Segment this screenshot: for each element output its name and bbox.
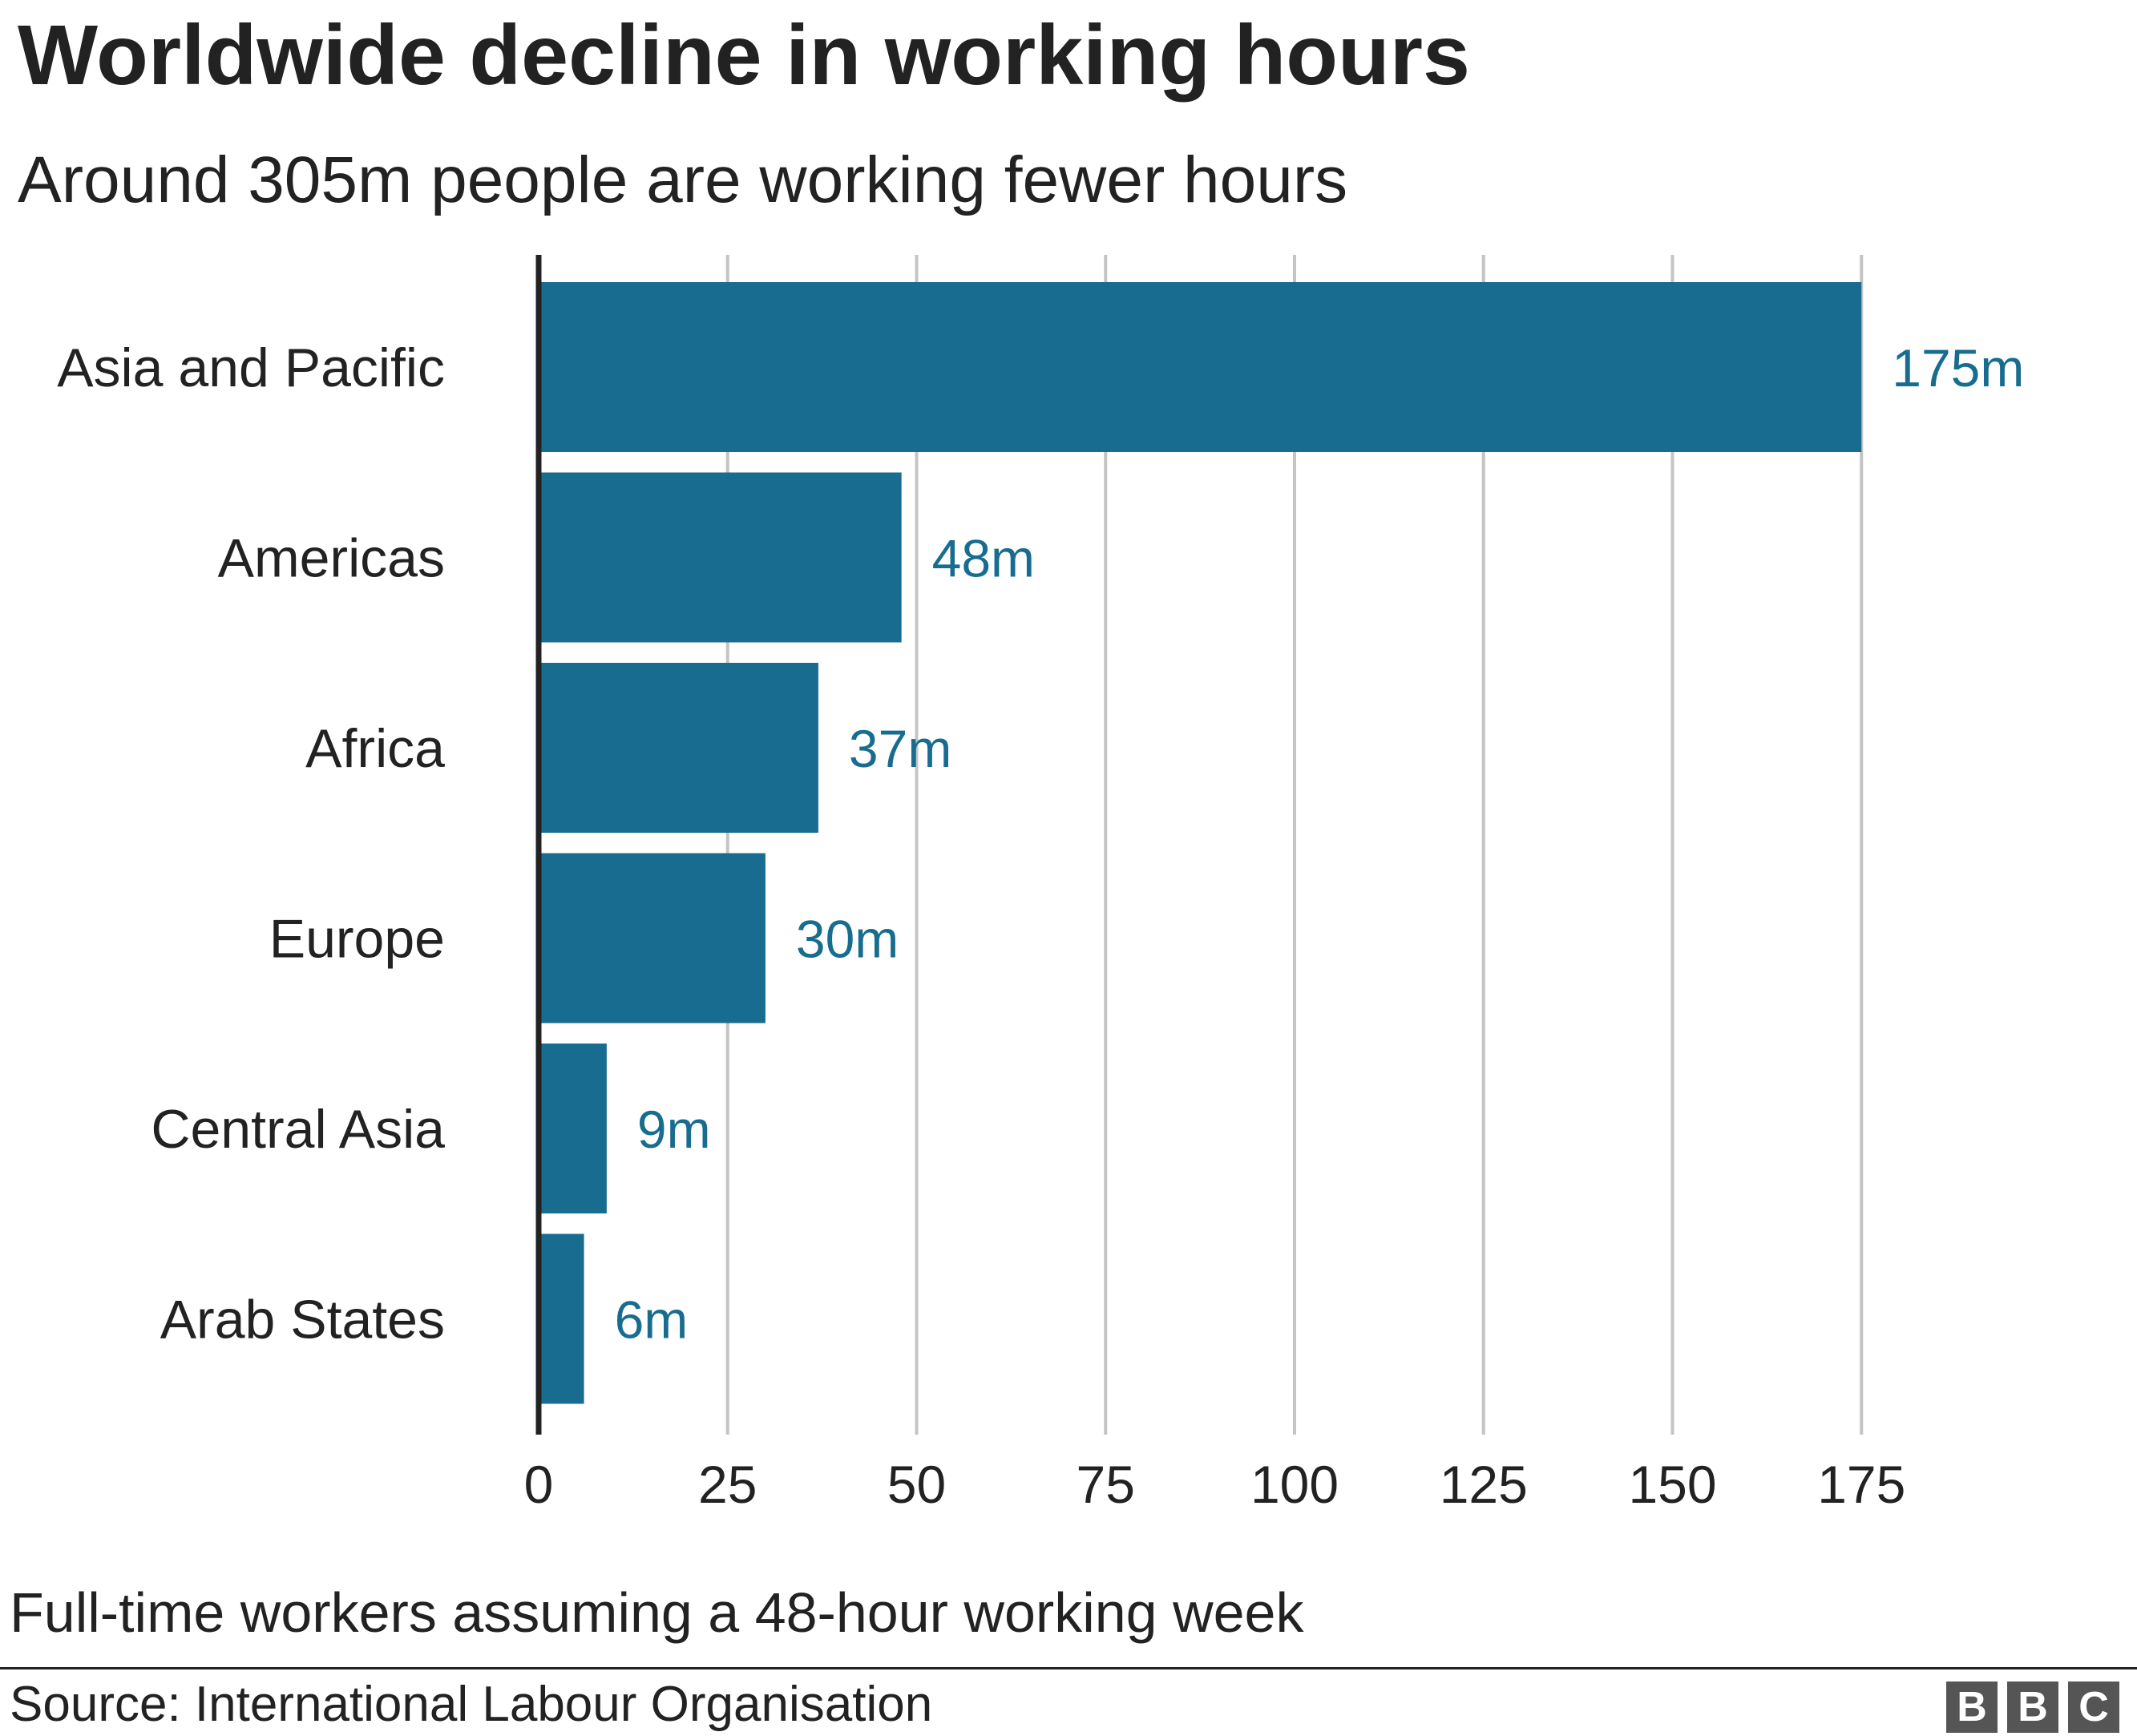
- bar-africa: [539, 663, 818, 833]
- x-axis-ticks: 0 25 50 75 100 125 150 175: [524, 1455, 1906, 1514]
- value-label-central-asia: 9m: [637, 1100, 711, 1159]
- value-label-asia-and-pacific: 175m: [1892, 338, 2024, 398]
- category-label-arab-states: Arab States: [160, 1290, 445, 1350]
- bbc-logo-letter-1: B: [1946, 1681, 1998, 1733]
- category-label-central-asia: Central Asia: [151, 1099, 445, 1160]
- x-tick-label-150: 150: [1628, 1455, 1716, 1514]
- bbc-logo-letter-2: B: [2007, 1681, 2058, 1733]
- bar-arab-states: [539, 1233, 584, 1404]
- x-tick-label-50: 50: [887, 1455, 946, 1514]
- chart-note: Full-time workers assuming a 48-hour wor…: [10, 1581, 1304, 1644]
- value-label-americas: 48m: [932, 529, 1035, 588]
- x-tick-label-75: 75: [1077, 1455, 1135, 1514]
- x-tick-label-25: 25: [698, 1455, 757, 1514]
- bbc-logo-letter-3: C: [2068, 1681, 2119, 1733]
- bar-europe: [539, 853, 766, 1023]
- chart-source: Source: International Labour Organisatio…: [10, 1677, 933, 1732]
- bar-central-asia: [539, 1044, 607, 1213]
- chart-title: Worldwide decline in working hours: [18, 8, 1470, 103]
- category-label-africa: Africa: [305, 718, 445, 779]
- footer-divider: [0, 1667, 2137, 1669]
- category-label-americas: Americas: [218, 528, 445, 589]
- bar-americas: [539, 472, 902, 643]
- bars: [539, 282, 1862, 1404]
- value-label-africa: 37m: [849, 719, 951, 778]
- category-label-europe: Europe: [269, 909, 445, 970]
- chart-subtitle: Around 305m people are working fewer hou…: [18, 143, 1348, 216]
- bar-asia-and-pacific: [539, 282, 1862, 452]
- value-label-arab-states: 6m: [615, 1290, 689, 1350]
- x-tick-label-100: 100: [1250, 1455, 1339, 1514]
- value-label-europe: 30m: [796, 910, 899, 969]
- bbc-logo: B B C: [1946, 1681, 2119, 1733]
- category-label-asia-and-pacific: Asia and Pacific: [57, 337, 445, 398]
- labels: Asia and Pacific 175m Americas 48m Africa 37m…: [57, 337, 2024, 1350]
- x-tick-label-125: 125: [1440, 1455, 1528, 1514]
- x-tick-label-175: 175: [1817, 1455, 1905, 1514]
- x-tick-label-0: 0: [524, 1455, 554, 1514]
